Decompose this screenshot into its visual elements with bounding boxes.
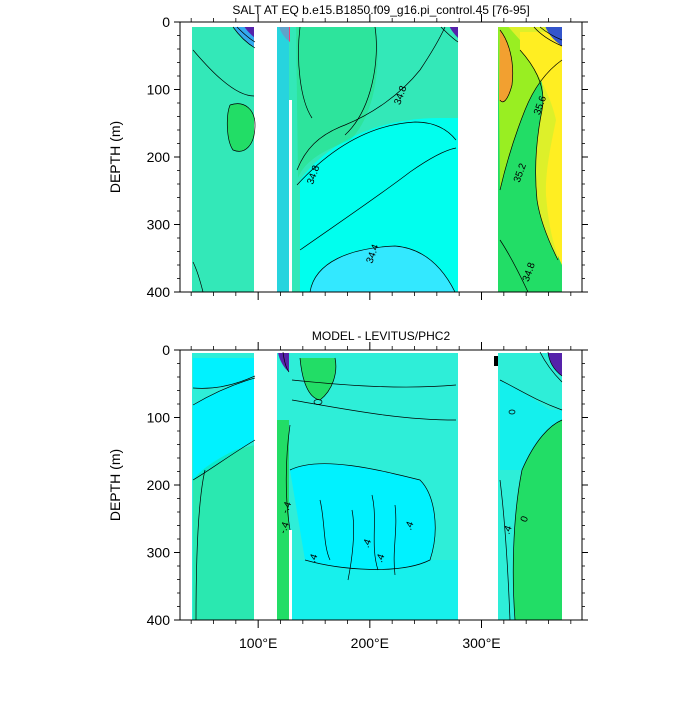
difference-y-tick-label: 400 <box>147 612 171 628</box>
salt-panel: SALT AT EQ b.e15.B1850.f09_g16.pi_contro… <box>107 3 588 300</box>
salt-y-axis-label: DEPTH (m) <box>107 121 123 193</box>
difference-y-tick-label: 200 <box>147 477 171 493</box>
salt-y-tick-label: 100 <box>147 82 171 98</box>
difference-contour-label: 0 <box>519 514 531 523</box>
difference-axes: 0 100 200 300 400 100°E 200°E 300°E <box>147 342 588 651</box>
salt-y-tick-label: 200 <box>147 149 171 165</box>
salt-y-tick-label: 0 <box>162 14 170 30</box>
difference-y-tick-label: 300 <box>147 545 171 561</box>
x-tick-label: 200°E <box>351 635 389 651</box>
salt-y-tick-label: 400 <box>147 284 171 300</box>
difference-contour-label: .4 <box>361 537 374 549</box>
difference-contour-label: .4 <box>403 520 416 532</box>
salt-panel-title: SALT AT EQ b.e15.B1850.f09_g16.pi_contro… <box>232 3 529 17</box>
x-tick-label: 100°E <box>239 635 277 651</box>
salt-axes: 0 100 200 300 400 <box>147 14 588 300</box>
difference-panel-title: MODEL - LEVITUS/PHC2 <box>312 329 451 343</box>
difference-y-axis-label: DEPTH (m) <box>107 449 123 521</box>
salt-contour-field <box>180 22 582 292</box>
difference-panel: MODEL - LEVITUS/PHC2 <box>107 329 588 651</box>
difference-y-tick-label: 0 <box>162 342 170 358</box>
difference-y-tick-label: 100 <box>147 410 171 426</box>
x-tick-label: 300°E <box>462 635 500 651</box>
salt-y-tick-label: 300 <box>147 217 171 233</box>
difference-contour-label: .4 <box>502 524 515 536</box>
difference-contour-field <box>180 350 582 620</box>
difference-contour-label: -.4 <box>280 500 294 515</box>
difference-contour-label: -.4 <box>278 520 292 535</box>
